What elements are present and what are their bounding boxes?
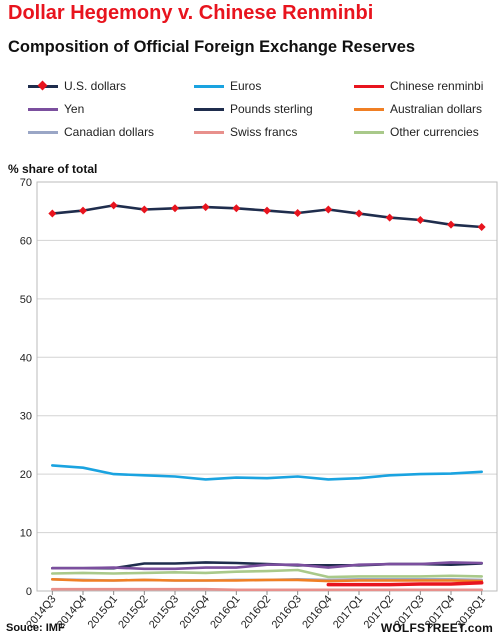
legend-label: Pounds sterling	[230, 102, 313, 116]
chart-subtitle: Composition of Official Foreign Exchange…	[8, 38, 416, 56]
data-point-u-s-dollars	[79, 206, 87, 215]
series-line-euros	[51, 464, 483, 481]
legend-swatch	[354, 84, 384, 88]
y-tick-label: 20	[20, 469, 32, 481]
x-tick-label: 2015Q1	[86, 593, 120, 631]
data-point-u-s-dollars	[447, 220, 455, 229]
x-tick-label: 2015Q2	[116, 593, 150, 631]
y-tick-label: 40	[20, 352, 32, 364]
legend-label: U.S. dollars	[64, 79, 127, 93]
data-point-u-s-dollars	[477, 222, 486, 231]
series-line-australian-dollars	[51, 578, 483, 583]
legend-swatch	[28, 130, 58, 134]
legend-label: Euros	[230, 79, 262, 93]
legend-swatch	[354, 130, 384, 134]
x-tick-label: 2016Q4	[300, 593, 334, 631]
legend-item-swiss-francs: Swiss francs	[194, 125, 297, 139]
plot-border	[36, 181, 498, 592]
legend-item-u-s-dollars: U.S. dollars	[28, 79, 126, 93]
data-point-u-s-dollars	[201, 203, 210, 212]
series-line-other-currencies	[51, 568, 483, 579]
legend-label: Swiss francs	[230, 125, 298, 139]
legend-label: Chinese renminbi	[390, 79, 484, 93]
legend-item-euros: Euros	[194, 79, 261, 93]
legend-label: Yen	[64, 102, 85, 116]
y-tick-label: 50	[20, 294, 32, 306]
legend-swatch	[28, 80, 58, 90]
legend-item-canadian-dollars: Canadian dollars	[28, 125, 154, 139]
legend-label: Australian dollars	[390, 102, 483, 116]
data-point-u-s-dollars	[263, 206, 271, 215]
data-point-u-s-dollars	[232, 204, 241, 213]
y-tick-label: 0	[26, 586, 32, 598]
legend-label: Canadian dollars	[64, 125, 155, 139]
data-point-u-s-dollars	[355, 209, 363, 218]
x-tick-label: 2015Q3	[147, 593, 181, 631]
data-point-u-s-dollars	[140, 205, 149, 214]
data-point-u-s-dollars	[416, 215, 425, 224]
x-tick-label: 2016Q2	[239, 593, 273, 631]
x-tick-label: 2015Q4	[178, 593, 212, 631]
brand-label: WOLFSTREET.com	[380, 621, 493, 635]
series-line-chinese-renminbi	[326, 581, 484, 587]
y-tick-label: 30	[20, 411, 32, 423]
y-tick-label: 60	[20, 235, 32, 247]
y-tick-label: 70	[20, 177, 32, 189]
legend-label: Other currencies	[390, 125, 479, 139]
legend-swatch	[194, 84, 224, 88]
y-tick-label: 10	[20, 528, 32, 540]
y-axis-label: % share of total	[8, 162, 98, 176]
source-note: Souce: IMF	[6, 622, 65, 634]
x-tick-label: 2016Q3	[270, 593, 304, 631]
legend-item-australian-dollars: Australian dollars	[354, 102, 482, 116]
legend-swatch	[28, 107, 58, 111]
legend-swatch	[194, 107, 224, 111]
series-line-yen	[51, 561, 483, 571]
legend-item-chinese-renminbi: Chinese renminbi	[354, 79, 483, 93]
chart-title: Dollar Hegemony v. Chinese Renminbi	[8, 2, 374, 24]
data-point-u-s-dollars	[109, 201, 118, 210]
series-line-swiss-francs	[51, 587, 483, 592]
legend-swatch	[354, 107, 384, 111]
legend-swatch	[194, 130, 224, 134]
x-tick-label: 2017Q1	[331, 593, 365, 631]
x-tick-label: 2016Q1	[208, 593, 242, 631]
data-point-u-s-dollars	[48, 209, 57, 218]
data-point-u-s-dollars	[171, 204, 179, 213]
legend-item-other-currencies: Other currencies	[354, 125, 479, 139]
data-point-u-s-dollars	[385, 213, 394, 222]
legend-item-yen: Yen	[28, 102, 84, 116]
legend-item-pounds-sterling: Pounds sterling	[194, 102, 313, 116]
data-point-u-s-dollars	[293, 208, 302, 217]
data-point-u-s-dollars	[324, 205, 333, 214]
